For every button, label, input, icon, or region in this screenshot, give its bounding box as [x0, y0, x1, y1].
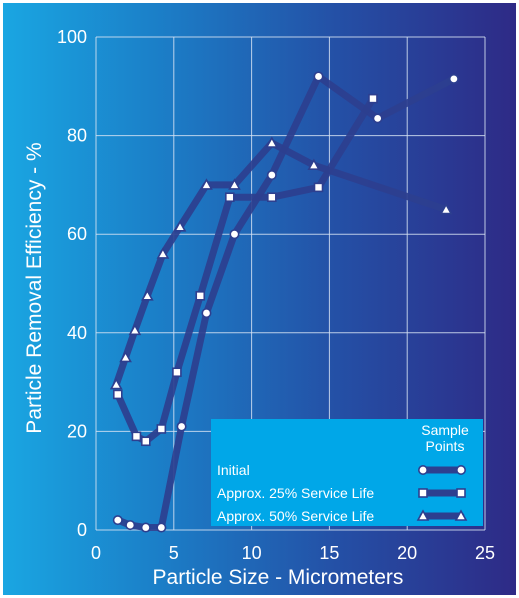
x-tick-label: 15	[319, 543, 339, 563]
data-point-triangle	[119, 350, 132, 363]
x-tick-labels: 0 5 10 15 20 25	[91, 543, 495, 563]
y-tick-label: 60	[67, 224, 87, 244]
y-tick-label: 20	[67, 421, 87, 441]
y-tick-labels: 0 20 40 60 80 100	[57, 27, 87, 540]
data-point-triangle	[307, 158, 321, 170]
legend-marker-circle	[455, 464, 466, 475]
data-point-triangle	[265, 136, 279, 148]
x-tick-label: 20	[397, 543, 417, 563]
x-tick-label: 0	[91, 543, 101, 563]
data-point-square	[368, 93, 378, 104]
legend-marker-triangle	[454, 509, 468, 521]
x-tick-label: 25	[475, 543, 495, 563]
data-point-circle	[176, 421, 187, 432]
x-tick-label: 5	[169, 543, 179, 563]
legend-entries: Initial Approx. 25% Service Life Approx. 5…	[217, 462, 468, 524]
data-point-circle	[229, 229, 240, 240]
legend-marker-square	[456, 488, 466, 498]
data-point-square	[313, 182, 324, 193]
legend-label: Approx. 50% Service Life	[217, 508, 374, 524]
series-square	[112, 93, 378, 447]
grid	[95, 36, 486, 531]
data-point-triangle	[128, 323, 142, 336]
series-circle	[112, 71, 459, 533]
data-point-circle	[112, 515, 123, 526]
series-line	[112, 139, 450, 389]
x-axis-title: Particle Size - Micrometers	[153, 566, 404, 589]
legend: Sample Points Initial Approx. 25% Service…	[211, 419, 483, 526]
data-point-square	[225, 192, 235, 203]
data-point-circle	[266, 170, 277, 181]
data-point-triangle	[200, 178, 213, 190]
data-point-circle	[125, 520, 136, 531]
data-point-square	[140, 436, 151, 447]
data-point-circle	[140, 522, 151, 533]
data-point-triangle	[173, 220, 187, 232]
legend-label: Approx. 25% Service Life	[217, 485, 374, 501]
y-axis-title: Particle Removal Efficiency - %	[23, 142, 46, 433]
y-tick-label: 100	[57, 27, 87, 47]
data-point-square	[112, 389, 123, 400]
data-point-triangle	[439, 202, 453, 215]
legend-marker-triangle	[416, 509, 430, 521]
data-point-square	[131, 431, 142, 442]
data-point-square	[172, 367, 182, 378]
data-point-square	[195, 291, 206, 301]
data-point-triangle	[109, 377, 123, 390]
legend-marker-circle	[417, 464, 428, 475]
data-point-circle	[156, 522, 167, 533]
data-point-circle	[201, 308, 212, 319]
data-point-square	[267, 192, 277, 203]
data-point-circle	[372, 113, 383, 124]
legend-title-line1: Sample	[421, 422, 469, 438]
legend-label: Initial	[217, 462, 250, 478]
y-tick-label: 80	[67, 126, 87, 146]
legend-title-line2: Points	[426, 438, 465, 454]
particle-efficiency-chart: 0 5 10 15 20 25 0 20 40 60 80 100 Particle Size - …	[23, 27, 495, 589]
y-tick-label: 0	[77, 520, 87, 540]
series-layer	[109, 71, 459, 533]
y-tick-label: 40	[67, 323, 87, 343]
series-triangle	[109, 136, 453, 390]
data-point-triangle	[228, 178, 241, 190]
data-point-circle	[313, 71, 324, 82]
legend-marker-square	[418, 488, 428, 498]
data-point-square	[156, 424, 167, 434]
x-tick-label: 10	[242, 543, 262, 563]
data-point-circle	[448, 73, 459, 84]
data-point-triangle	[156, 247, 170, 259]
data-point-triangle	[140, 289, 154, 301]
